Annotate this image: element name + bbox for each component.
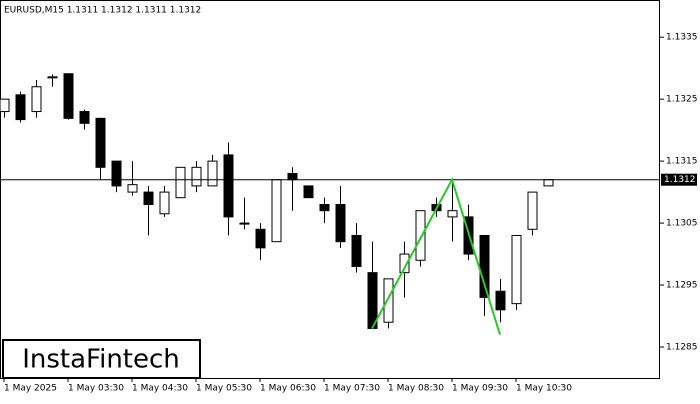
candle-body — [223, 154, 234, 218]
candle-body — [255, 228, 266, 249]
x-tick-label: 1 May 10:30 — [516, 384, 572, 394]
pattern-line — [371, 177, 501, 335]
candle-body — [447, 210, 458, 218]
y-tick-label: 1.1305 — [666, 219, 698, 229]
price-label-box — [661, 173, 697, 186]
x-tick-label: 1 May 2025 — [4, 384, 57, 394]
x-tick-label: 1 May 05:30 — [196, 384, 252, 394]
x-tick-label: 1 May 03:30 — [68, 384, 124, 394]
candle-body — [175, 166, 186, 199]
candle-body — [511, 234, 522, 305]
candle-body — [31, 86, 42, 113]
candle-body — [335, 203, 346, 243]
plot-frame — [0, 0, 660, 379]
candle-body — [383, 278, 394, 323]
candle-body — [191, 166, 202, 187]
candle-body — [159, 191, 170, 215]
x-tick-label: 1 May 08:30 — [388, 384, 444, 394]
x-tick-label: 1 May 04:30 — [132, 384, 188, 394]
candle-body — [47, 76, 58, 79]
candle-body — [319, 203, 330, 212]
candle-body — [415, 210, 426, 261]
candle-body — [287, 173, 298, 181]
candle-body — [239, 222, 250, 225]
candle-body — [495, 290, 506, 311]
x-tick-label: 1 May 06:30 — [260, 384, 316, 394]
candle-body — [303, 185, 314, 199]
y-tick-label: 1.1295 — [666, 281, 698, 291]
price-label: 1.1312 — [664, 175, 696, 185]
candle-body — [527, 191, 538, 230]
logo-box — [2, 339, 201, 379]
candle-body — [79, 111, 90, 124]
candle-body — [271, 179, 282, 243]
candle-body — [207, 160, 218, 187]
y-tick-label: 1.1315 — [666, 157, 698, 167]
y-tick-label: 1.1325 — [666, 95, 698, 105]
candle-body — [399, 253, 410, 274]
x-tick-label: 1 May 09:30 — [452, 384, 508, 394]
candle-body — [479, 234, 490, 298]
candle-body — [15, 94, 26, 121]
candle-body — [127, 184, 138, 193]
candle-body — [95, 117, 106, 168]
candle-body — [111, 160, 122, 187]
candle-body — [0, 98, 10, 113]
candle-body — [143, 191, 154, 205]
candle-body — [63, 73, 74, 119]
x-tick-label: 1 May 07:30 — [324, 384, 380, 394]
candle-body — [351, 234, 362, 267]
y-tick-label: 1.1335 — [666, 33, 698, 43]
logo: InstaFintech — [22, 345, 180, 375]
candle-body — [543, 179, 554, 187]
chart-title: EURUSD,M15 1.1311 1.1312 1.1311 1.1312 — [4, 6, 201, 16]
y-tick-label: 1.1285 — [666, 343, 698, 353]
